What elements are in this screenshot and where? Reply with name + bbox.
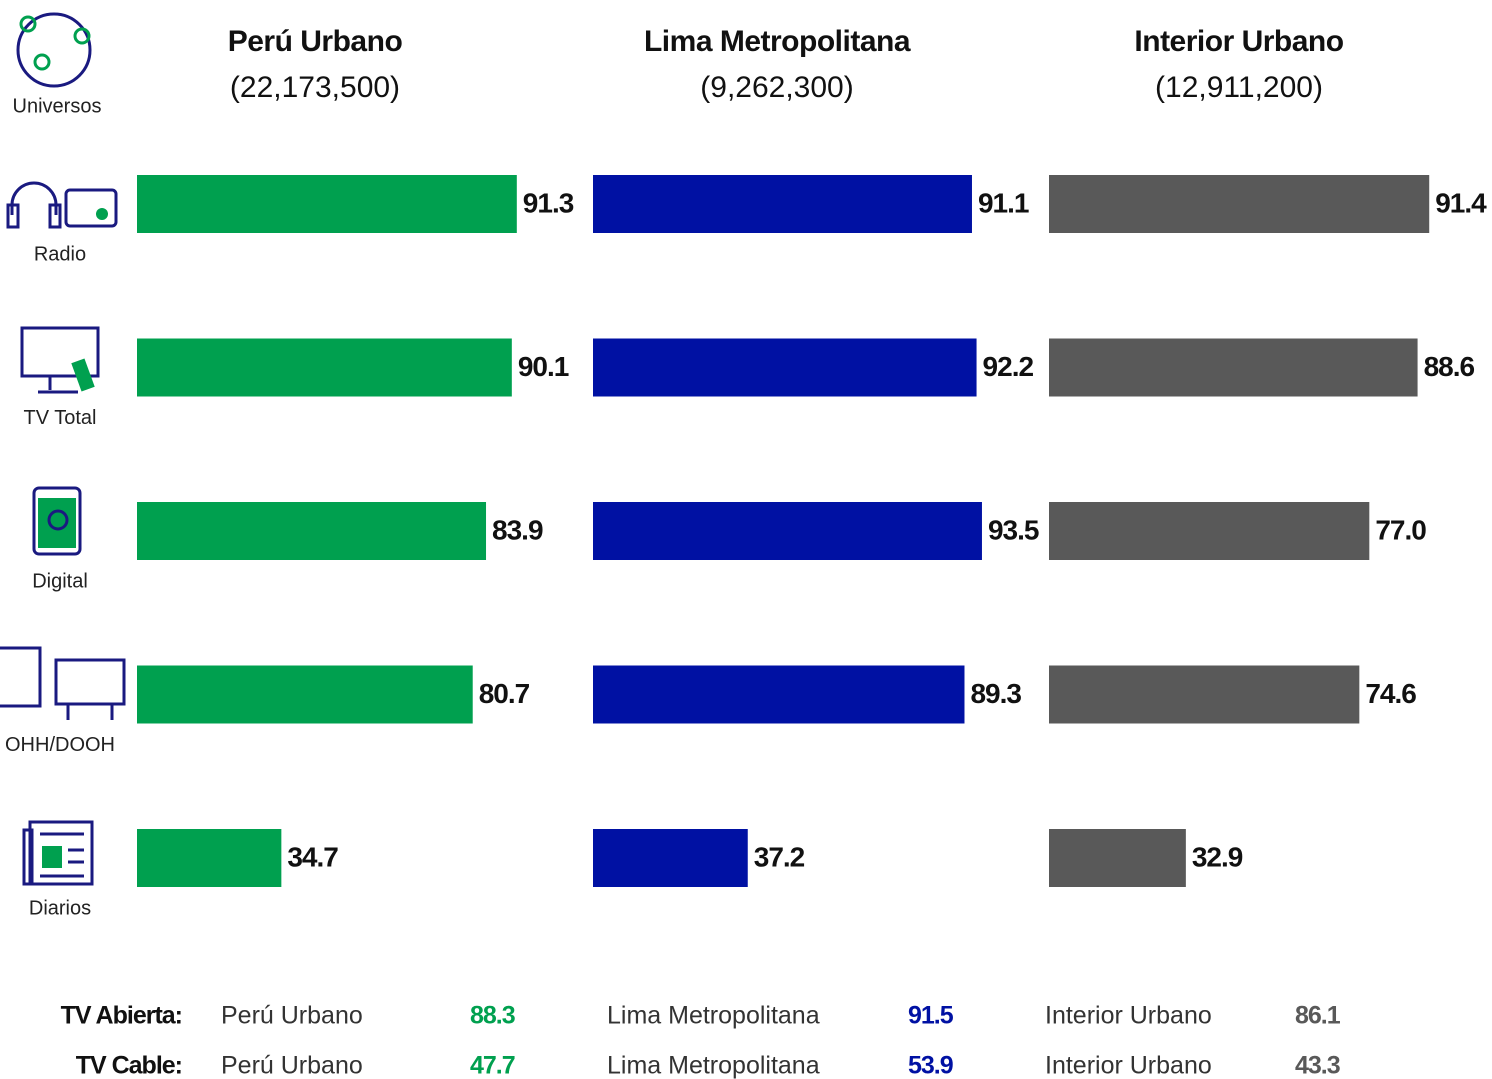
tv-value: 91.5 [908,1002,954,1030]
universe-label: Universos [13,95,102,117]
bar [593,665,965,724]
tv-region: Lima Metropolitana [607,1002,820,1030]
bar [1049,175,1430,233]
category-label: Diarios [29,897,91,919]
category-label: TV Total [24,407,97,429]
bar [137,175,517,233]
bar [1049,829,1186,887]
tv-region: Interior Urbano [1045,1002,1212,1030]
bar [593,175,972,233]
panel-subtitle: (22,173,500) [230,71,400,104]
category-label: Digital [32,570,88,592]
tv-row-label: TV Abierta: [61,1002,182,1030]
panel-title: Interior Urbano [1134,25,1343,58]
value-label: 93.5 [988,514,1039,545]
tv-value: 43.3 [1295,1052,1340,1079]
value-label: 80.7 [479,678,530,709]
bar [593,502,982,560]
value-label: 91.4 [1435,187,1487,218]
tv-value: 47.7 [470,1052,515,1079]
tv-row-label: TV Cable: [76,1052,182,1079]
value-label: 91.3 [523,187,574,218]
tv-region: Perú Urbano [221,1052,363,1079]
value-label: 34.7 [287,841,338,872]
value-label: 37.2 [754,841,805,872]
icon-digital [32,486,82,556]
value-label: 89.3 [970,678,1021,709]
value-label: 90.1 [518,351,569,382]
icon-radio [6,181,118,229]
icon-tv [20,326,100,394]
tv-region: Interior Urbano [1045,1052,1212,1079]
panel-title: Perú Urbano [228,25,403,58]
bar [137,502,487,560]
value-label: 77.0 [1375,514,1426,545]
tv-value: 88.3 [470,1002,515,1030]
icon-newspaper [22,820,94,886]
bar [1049,502,1370,560]
icon-ooh [0,646,126,720]
value-label: 32.9 [1192,841,1243,872]
bar [1049,338,1418,397]
bar [137,338,512,397]
panel-subtitle: (12,911,200) [1155,71,1323,104]
bar [137,829,282,887]
tv-region: Perú Urbano [221,1002,363,1030]
bar [1049,665,1360,724]
bar [593,338,977,397]
icon-universe [16,12,92,88]
value-label: 83.9 [492,514,543,545]
tv-region: Lima Metropolitana [607,1052,820,1079]
value-label: 92.2 [983,351,1034,382]
value-label: 91.1 [978,187,1029,218]
panel-subtitle: (9,262,300) [700,71,853,104]
panel-title: Lima Metropolitana [644,25,911,58]
value-label: 74.6 [1365,678,1416,709]
value-label: 88.6 [1424,351,1475,382]
bar [593,829,748,887]
category-label: OHH/DOOH [5,734,115,756]
tv-value: 53.9 [908,1052,953,1079]
tv-value: 86.1 [1295,1002,1341,1030]
category-label: Radio [34,243,86,265]
bar [137,665,473,724]
